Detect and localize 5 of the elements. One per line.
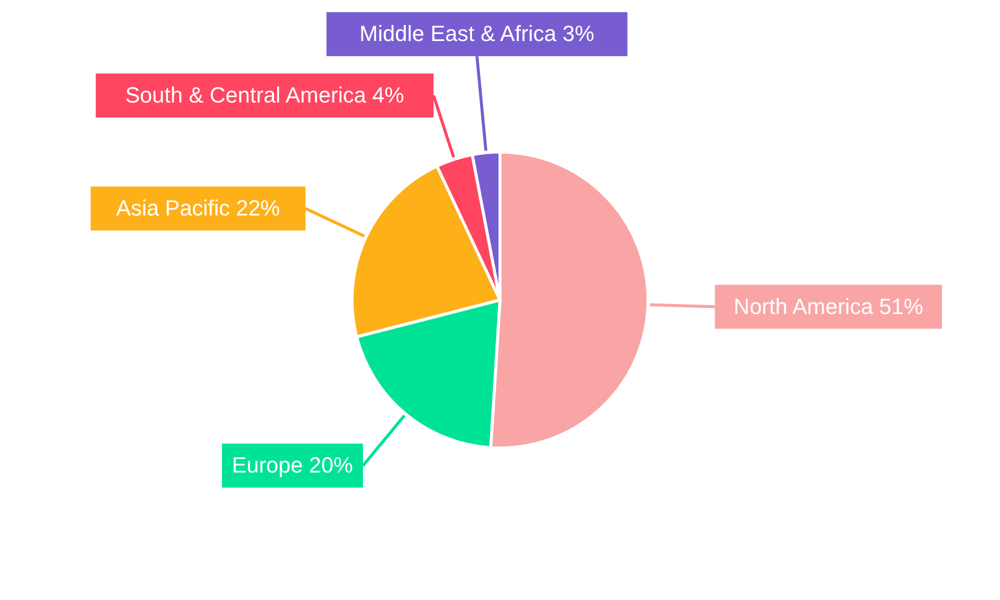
slice-label: Europe 20% [232, 452, 353, 478]
slice-label: North America 51% [734, 294, 924, 319]
slice-label: Middle East & Africa 3% [360, 21, 594, 46]
slice-label: South & Central America 4% [125, 82, 404, 108]
slice-label: Asia Pacific 22% [116, 195, 280, 220]
